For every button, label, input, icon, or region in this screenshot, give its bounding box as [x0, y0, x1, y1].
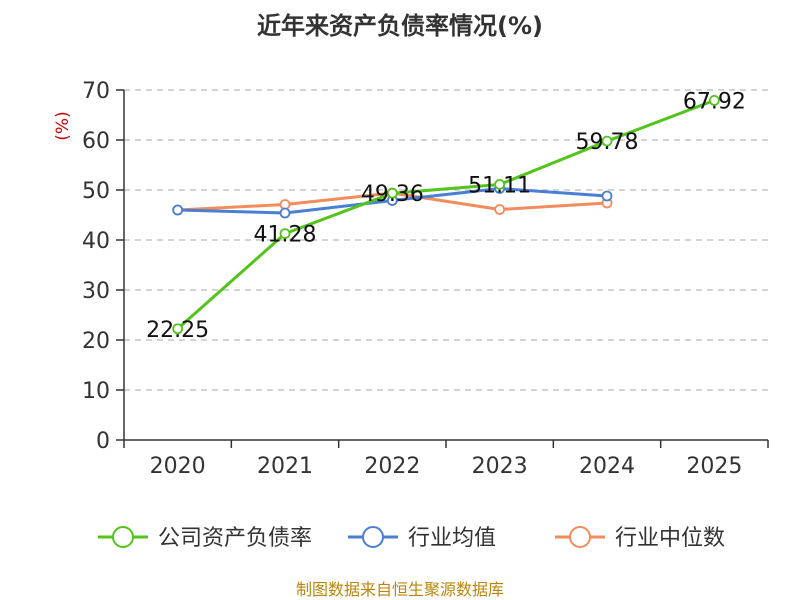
x-tick-label: 2024	[579, 454, 635, 479]
legend-label: 行业中位数	[615, 526, 725, 551]
series	[172, 95, 720, 335]
data-labels: 22.25 41.28 49.36 51.11 59.78 67.92	[146, 89, 746, 342]
data-point[interactable]	[279, 207, 291, 219]
y-tick-label: 40	[82, 229, 110, 254]
data-label: 59.78	[576, 130, 639, 155]
data-label: 51.11	[468, 173, 531, 198]
x-tick-label: 2025	[686, 454, 742, 479]
x-tick-label: 2021	[257, 454, 313, 479]
legend-label: 公司资产负债率	[158, 526, 312, 551]
data-point[interactable]	[494, 179, 506, 190]
legend-marker	[362, 526, 384, 548]
y-axis-label: (%)	[53, 111, 73, 140]
chart-title: 近年来资产负债率情况(%)	[257, 12, 543, 40]
legend-marker	[112, 526, 134, 548]
y-tick-label: 30	[82, 279, 110, 304]
legend-marker	[569, 526, 591, 548]
data-point[interactable]	[172, 204, 184, 216]
data-label: 22.25	[146, 318, 209, 343]
legend-item[interactable]: 公司资产负债率	[98, 526, 312, 551]
y-tick-label: 60	[82, 129, 110, 154]
legend-item[interactable]: 行业均值	[348, 526, 496, 551]
data-point[interactable]	[172, 323, 184, 335]
data-point[interactable]	[494, 204, 506, 215]
series-line	[176, 98, 715, 330]
data-point[interactable]	[386, 187, 398, 199]
data-label: 41.28	[254, 223, 317, 248]
data-label: 49.36	[361, 182, 424, 207]
x-tick-label: 2023	[472, 454, 528, 479]
grid	[124, 89, 768, 391]
axes: 0 10 20 30 40 50 60 70 2020 2021 2022 2023 2024 2025	[82, 79, 769, 479]
data-label: 67.92	[683, 89, 746, 114]
x-tick-label: 2022	[364, 454, 420, 479]
source-note: 制图数据来自恒生聚源数据库	[296, 580, 504, 599]
data-point[interactable]	[708, 95, 720, 106]
y-tick-label: 20	[82, 329, 110, 354]
data-point[interactable]	[279, 228, 291, 240]
y-tick-label: 50	[82, 179, 110, 204]
y-tick-label: 10	[82, 379, 110, 404]
y-tick-label: 70	[82, 79, 110, 104]
y-tick-label: 0	[96, 429, 110, 454]
data-point[interactable]	[601, 190, 613, 202]
legend-label: 行业均值	[408, 526, 496, 551]
legend[interactable]: 公司资产负债率 行业均值 行业中位数	[98, 526, 725, 551]
data-point[interactable]	[601, 135, 613, 147]
x-tick-label: 2020	[150, 454, 206, 479]
legend-item[interactable]: 行业中位数	[555, 526, 725, 551]
